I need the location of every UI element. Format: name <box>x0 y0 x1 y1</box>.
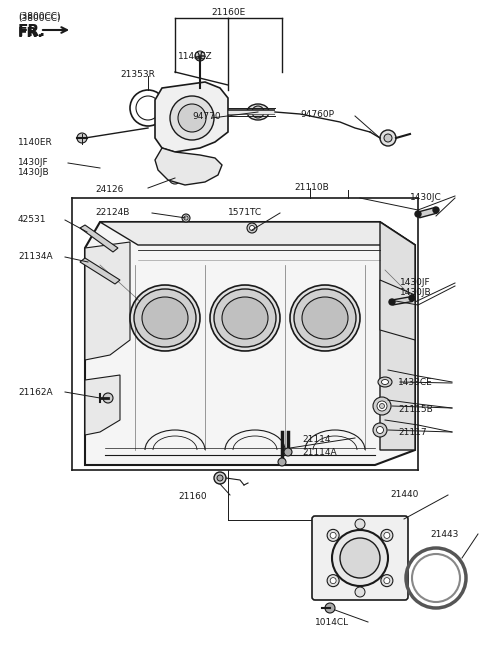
Polygon shape <box>380 222 415 450</box>
Ellipse shape <box>302 297 348 339</box>
Circle shape <box>169 172 181 184</box>
Polygon shape <box>80 258 120 284</box>
Bar <box>418 207 437 218</box>
Text: 21134A: 21134A <box>18 252 53 261</box>
Text: 21160E: 21160E <box>211 8 245 17</box>
Text: FR.: FR. <box>18 24 46 39</box>
Text: 21115B: 21115B <box>398 405 433 414</box>
Ellipse shape <box>290 285 360 351</box>
Circle shape <box>172 175 178 181</box>
Circle shape <box>77 133 87 143</box>
Circle shape <box>170 96 214 140</box>
Circle shape <box>380 130 396 146</box>
Polygon shape <box>100 222 415 245</box>
Text: 1430JF: 1430JF <box>400 278 431 287</box>
Circle shape <box>182 214 190 222</box>
FancyBboxPatch shape <box>312 516 408 600</box>
Circle shape <box>284 448 292 456</box>
Ellipse shape <box>294 289 356 347</box>
Text: (3800CC): (3800CC) <box>18 12 60 21</box>
Text: 21440: 21440 <box>390 490 419 499</box>
Text: 21162A: 21162A <box>18 388 53 397</box>
Circle shape <box>327 574 339 587</box>
Text: 1430JB: 1430JB <box>18 168 49 177</box>
Ellipse shape <box>210 285 280 351</box>
Polygon shape <box>85 375 120 435</box>
Circle shape <box>184 216 188 220</box>
Circle shape <box>103 393 113 403</box>
Text: 21160: 21160 <box>178 492 206 501</box>
Circle shape <box>252 106 264 118</box>
Polygon shape <box>155 148 222 185</box>
Circle shape <box>355 587 365 597</box>
Text: 21117: 21117 <box>398 428 427 437</box>
Circle shape <box>330 578 336 584</box>
Ellipse shape <box>247 104 269 120</box>
Circle shape <box>381 574 393 587</box>
Text: 21353R: 21353R <box>120 70 155 79</box>
Text: 94770: 94770 <box>192 112 221 121</box>
Circle shape <box>195 51 205 61</box>
Text: 1014CL: 1014CL <box>315 618 349 627</box>
Text: 21114A: 21114A <box>302 448 336 457</box>
Circle shape <box>433 207 439 213</box>
Circle shape <box>377 401 387 411</box>
Bar <box>392 297 413 305</box>
Text: 24126: 24126 <box>95 185 123 194</box>
Circle shape <box>332 530 388 586</box>
Ellipse shape <box>134 289 196 347</box>
Text: 94760P: 94760P <box>300 110 334 119</box>
Text: 22124B: 22124B <box>95 208 130 217</box>
Polygon shape <box>380 280 415 340</box>
Circle shape <box>384 134 392 142</box>
Circle shape <box>327 529 339 541</box>
Circle shape <box>373 397 391 415</box>
Circle shape <box>409 295 415 301</box>
Circle shape <box>373 423 387 437</box>
Text: 21110B: 21110B <box>294 183 329 192</box>
Text: 1433CE: 1433CE <box>398 378 433 387</box>
Text: 21443: 21443 <box>430 530 458 539</box>
Ellipse shape <box>214 289 276 347</box>
Text: 21114: 21114 <box>302 435 331 444</box>
Circle shape <box>389 299 395 305</box>
Polygon shape <box>85 222 415 465</box>
Circle shape <box>217 475 223 481</box>
Text: FR.: FR. <box>18 26 44 40</box>
Polygon shape <box>80 225 118 252</box>
Circle shape <box>384 533 390 539</box>
Polygon shape <box>85 242 130 360</box>
Text: 1140ER: 1140ER <box>18 138 53 147</box>
Circle shape <box>355 519 365 529</box>
Ellipse shape <box>222 297 268 339</box>
Ellipse shape <box>378 377 392 387</box>
Circle shape <box>250 226 254 231</box>
Circle shape <box>376 426 384 434</box>
Circle shape <box>330 533 336 539</box>
Circle shape <box>247 223 257 233</box>
Text: 1430JF: 1430JF <box>18 158 48 167</box>
Ellipse shape <box>142 297 188 339</box>
Ellipse shape <box>130 285 200 351</box>
Text: 1571TC: 1571TC <box>228 208 262 217</box>
Text: 1430JC: 1430JC <box>410 193 442 202</box>
Circle shape <box>178 104 206 132</box>
Circle shape <box>380 404 384 409</box>
Text: 42531: 42531 <box>18 215 47 224</box>
Circle shape <box>381 529 393 541</box>
Text: 1140EZ: 1140EZ <box>178 52 213 61</box>
Circle shape <box>214 472 226 484</box>
Polygon shape <box>155 82 228 152</box>
Text: 1430JB: 1430JB <box>400 288 432 297</box>
Circle shape <box>384 578 390 584</box>
Text: (3800CC): (3800CC) <box>18 14 60 23</box>
Circle shape <box>278 458 286 466</box>
Circle shape <box>340 538 380 578</box>
Circle shape <box>415 211 421 217</box>
Circle shape <box>325 603 335 613</box>
Ellipse shape <box>382 379 388 385</box>
